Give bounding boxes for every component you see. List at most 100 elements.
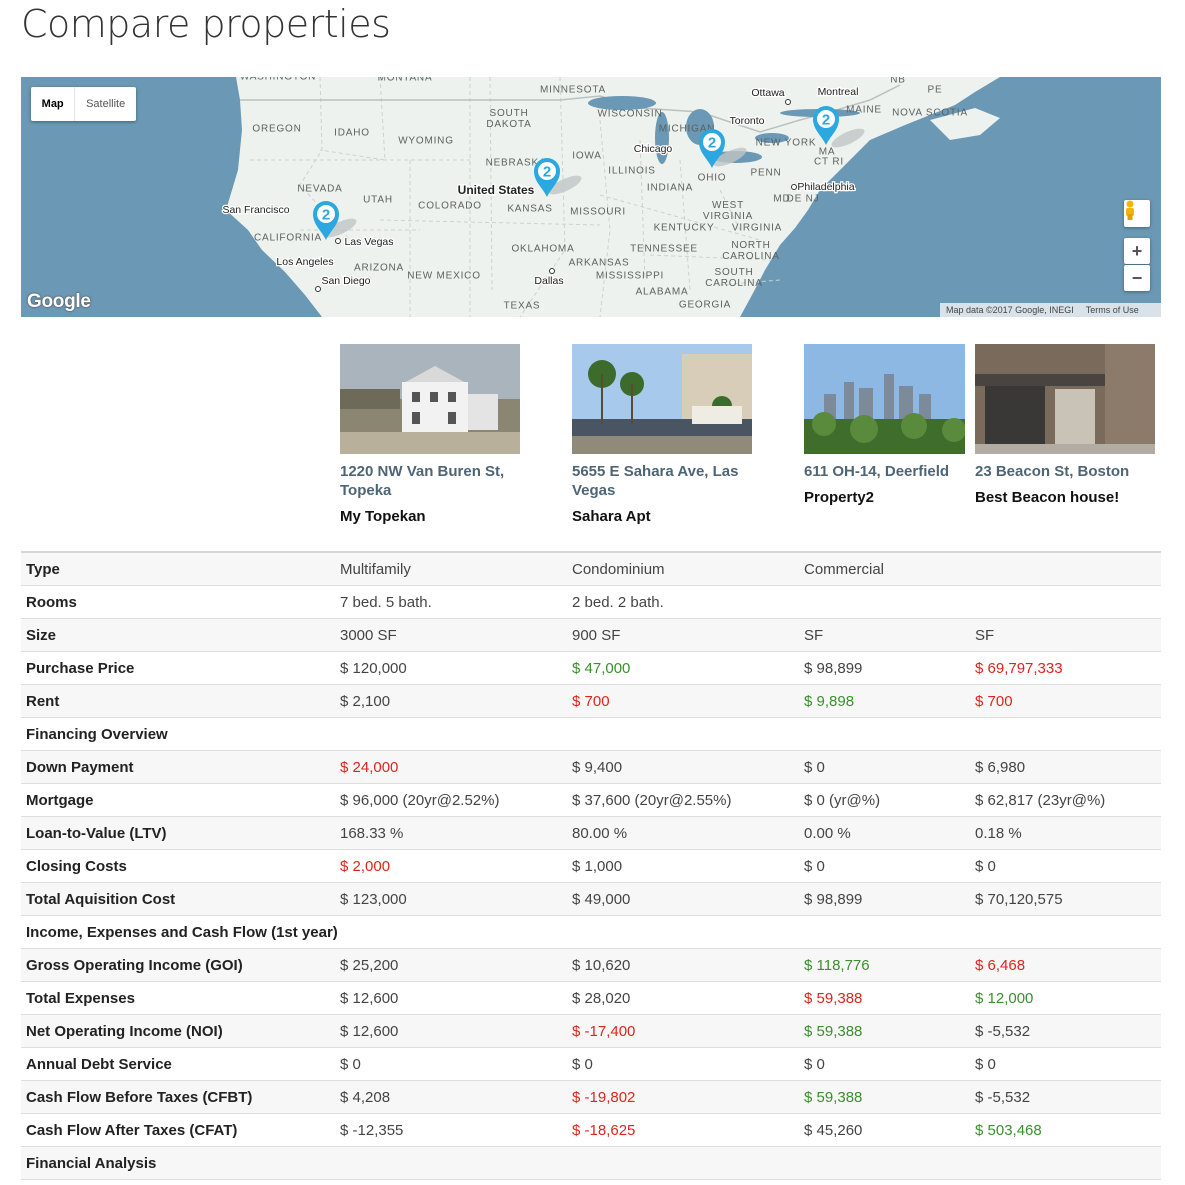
map-label: MISSOURI bbox=[570, 207, 626, 218]
map-marker[interactable]: 2 bbox=[813, 106, 839, 145]
map-canvas: WASHINGTON MONTANA MINNESOTA Ottawa Montreal… bbox=[221, 77, 1000, 317]
table-cell: $ 45,260 bbox=[804, 1122, 863, 1139]
table-row: Purchase Price $ 120,000 $ 47,000 $ 98,899 $… bbox=[21, 652, 1161, 685]
table-cell: $ 2,000 bbox=[340, 858, 391, 875]
map-label: WEST VIRGINIA bbox=[703, 200, 753, 222]
terms-link[interactable]: Terms of Use bbox=[1085, 305, 1139, 315]
map-label: IOWA bbox=[572, 151, 602, 162]
table-row: Mortgage $ 96,000 (20yr@2.52%) $ 37,600 (2… bbox=[21, 784, 1161, 817]
section-row: Financing Overview bbox=[21, 718, 1161, 751]
row-label: Type bbox=[26, 561, 60, 578]
marker-label: 2 bbox=[822, 112, 830, 129]
table-cell: $ 59,388 bbox=[804, 990, 863, 1007]
map-marker[interactable]: 2 bbox=[534, 158, 560, 197]
table-cell: $ 0 bbox=[975, 1056, 996, 1073]
map-label: Ottawa bbox=[751, 87, 784, 99]
map-label: SOUTH DAKOTA bbox=[486, 108, 531, 130]
property-image[interactable] bbox=[804, 344, 965, 454]
table-cell: $ 2,100 bbox=[340, 693, 391, 710]
table-top-border bbox=[21, 551, 1161, 553]
pin-shadow bbox=[323, 218, 357, 238]
row-label: Loan-to-Value (LTV) bbox=[26, 825, 167, 842]
table-cell: $ 6,980 bbox=[975, 759, 1026, 776]
map-label: MISSISSIPPI bbox=[596, 271, 664, 282]
map-label: OHIO bbox=[698, 173, 727, 184]
map-marker[interactable]: 2 bbox=[699, 129, 725, 168]
pegman[interactable] bbox=[1124, 200, 1150, 227]
map-label: NB bbox=[890, 77, 906, 86]
table-cell: 7 bed. 5 bath. bbox=[340, 594, 432, 611]
property-image[interactable] bbox=[572, 344, 752, 454]
property-address[interactable]: 23 Beacon St, Boston bbox=[975, 463, 1130, 480]
state-border bbox=[489, 77, 493, 291]
city-dot bbox=[315, 286, 321, 292]
map[interactable]: WASHINGTON MONTANA MINNESOTA Ottawa Montreal… bbox=[21, 77, 1161, 317]
table-cell: $ 49,000 bbox=[572, 891, 631, 908]
table-cell: $ 0 bbox=[804, 858, 825, 875]
map-label: ILLINOIS bbox=[608, 166, 656, 177]
table-cell: $ 28,020 bbox=[572, 990, 631, 1007]
row-label: Total Aquisition Cost bbox=[26, 891, 176, 908]
map-label: TENNESSEE bbox=[630, 244, 698, 255]
table-cell: $ -5,532 bbox=[975, 1023, 1031, 1040]
property-address[interactable]: 5655 E Sahara Ave, Las Vegas bbox=[572, 463, 739, 499]
map-label: CALIFORNIA bbox=[254, 233, 322, 244]
map-type-button[interactable]: Satellite bbox=[86, 98, 126, 110]
property-image[interactable] bbox=[975, 344, 1155, 454]
state-border bbox=[379, 219, 601, 226]
table-cell: SF bbox=[975, 627, 995, 644]
pegman-icon bbox=[1126, 200, 1134, 220]
row-label: Down Payment bbox=[26, 759, 134, 776]
table-cell: $ 70,120,575 bbox=[975, 891, 1063, 908]
zoom-button[interactable]: − bbox=[1124, 265, 1150, 291]
table-row: Total Aquisition Cost $ 123,000 $ 49,000 $ … bbox=[21, 883, 1161, 916]
row-label: Closing Costs bbox=[26, 858, 127, 875]
map-label: MA bbox=[819, 147, 836, 158]
map-label: Philadelphia bbox=[797, 181, 854, 193]
marker-center bbox=[817, 110, 835, 128]
row-label: Gross Operating Income (GOI) bbox=[26, 957, 243, 974]
zoom-button[interactable]: + bbox=[1124, 238, 1150, 264]
table-cell: $ 0 bbox=[804, 1056, 825, 1073]
city-dot bbox=[785, 99, 791, 105]
map-label: COLORADO bbox=[418, 201, 482, 212]
table-row: Annual Debt Service $ 0 $ 0 $ 0 $ 0 bbox=[21, 1048, 1161, 1081]
property-image[interactable] bbox=[340, 344, 520, 454]
marker-center bbox=[703, 133, 721, 151]
table-row: Cash Flow Before Taxes (CFBT) $ 4,208 $ -1… bbox=[21, 1081, 1161, 1114]
table-cell: $ 123,000 bbox=[340, 891, 407, 908]
map-label: OREGON bbox=[252, 124, 301, 135]
table-cell: $ -5,532 bbox=[975, 1089, 1031, 1106]
map-label: Montreal bbox=[818, 86, 859, 98]
row-label: Net Operating Income (NOI) bbox=[26, 1023, 223, 1040]
table-cell: SF bbox=[804, 627, 824, 644]
marker-label: 2 bbox=[543, 164, 551, 181]
map-label: NEBRASKA bbox=[486, 158, 547, 169]
table-cell: $ 37,600 (20yr@2.55%) bbox=[572, 792, 732, 809]
state-border bbox=[639, 139, 646, 281]
state-border bbox=[679, 159, 691, 291]
lake bbox=[588, 96, 656, 110]
property-address[interactable]: 611 OH-14, Deerfield bbox=[804, 463, 950, 480]
map-label: KANSAS bbox=[507, 204, 552, 215]
property-address[interactable]: 1220 NW Van Buren St, Topeka bbox=[340, 463, 505, 499]
map-label: San Francisco bbox=[222, 204, 289, 216]
row-label: Size bbox=[26, 627, 57, 644]
map-marker[interactable]: 2 bbox=[313, 201, 339, 240]
map-label: ARIZONA bbox=[354, 263, 404, 274]
map-label: Dallas bbox=[534, 275, 563, 287]
table-cell: $ 96,000 (20yr@2.52%) bbox=[340, 792, 500, 809]
table-cell: $ 12,000 bbox=[975, 990, 1034, 1007]
table-cell: $ 0 bbox=[804, 759, 825, 776]
property-name: Best Beacon house! bbox=[975, 489, 1120, 506]
map-label: TEXAS bbox=[504, 301, 541, 312]
table-row: Closing Costs $ 2,000 $ 1,000 $ 0 $ 0 bbox=[21, 850, 1161, 883]
map-label: NORTH CAROLINA bbox=[722, 240, 780, 262]
table-cell: Condominium bbox=[572, 561, 665, 578]
table-cell: $ 62,817 (23yr@%) bbox=[975, 792, 1106, 809]
table-cell: $ 0 (yr@%) bbox=[804, 792, 881, 809]
table-row: Type Multifamily Condominium Commercial bbox=[21, 553, 1161, 586]
land bbox=[226, 77, 1000, 317]
row-label: Mortgage bbox=[26, 792, 94, 809]
map-type-button[interactable]: Map bbox=[31, 87, 76, 121]
